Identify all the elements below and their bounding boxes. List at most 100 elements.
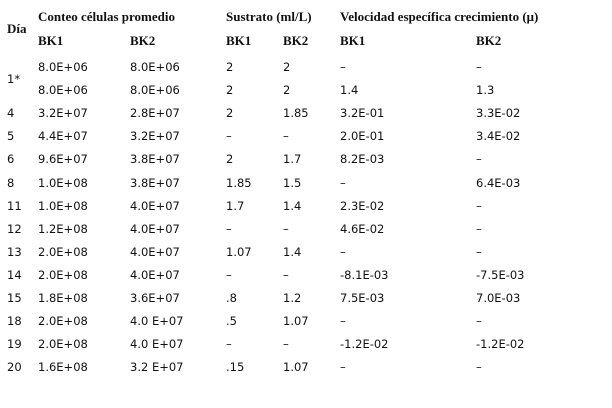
- cell: 2.0E-01: [340, 129, 385, 144]
- day-cell: 12: [7, 221, 22, 236]
- cell: -1.2E-02: [340, 337, 389, 352]
- cell: 1.4: [283, 198, 302, 213]
- cell: 2: [226, 83, 234, 98]
- cell: 3.8E+07: [130, 152, 180, 167]
- cell: –: [283, 129, 289, 144]
- cell: 1.6E+08: [38, 360, 88, 375]
- cell: 3.2 E+07: [130, 360, 184, 375]
- cell: 4.0 E+07: [130, 337, 184, 352]
- cell: 2.0E+08: [38, 244, 88, 259]
- cell: 1.2E+08: [38, 221, 88, 236]
- sub-header: BK1: [226, 33, 252, 48]
- cell: 6.4E-03: [476, 175, 521, 190]
- cell: 2: [226, 60, 234, 74]
- day-cell: 13: [7, 244, 22, 259]
- cell: 7.5E-03: [340, 291, 385, 305]
- day-cell: 20: [7, 360, 22, 375]
- cell: –: [340, 175, 346, 190]
- day-cell: 15: [7, 291, 22, 305]
- day-cell: 4: [7, 106, 15, 121]
- day-cell: 11: [7, 198, 22, 213]
- cell: –: [226, 221, 232, 236]
- cell: 1.07: [226, 244, 252, 259]
- cell: 2.8E+07: [130, 106, 180, 121]
- cell: 1.07: [283, 314, 309, 329]
- cell: .5: [226, 314, 237, 329]
- cell: –: [476, 152, 482, 167]
- cell: 1.0E+08: [38, 175, 88, 190]
- cell: 4.6E-02: [340, 221, 385, 236]
- cell: 4.0 E+07: [130, 314, 184, 329]
- group-header: Conteo células promedio: [38, 9, 175, 24]
- cell: 4.0E+07: [130, 221, 180, 236]
- day-cell: 5: [7, 129, 15, 144]
- cell: –: [226, 129, 232, 144]
- cell: 8.0E+06: [130, 60, 180, 74]
- cell: 3.8E+07: [130, 175, 180, 190]
- cell: 3.2E-01: [340, 106, 385, 121]
- cell: 1.85: [226, 175, 252, 190]
- day-cell: 6: [7, 152, 15, 167]
- cell: –: [476, 60, 482, 74]
- sub-header: BK1: [340, 33, 366, 48]
- cell: -1.2E-02: [476, 337, 525, 352]
- sub-header: BK1: [38, 33, 64, 48]
- day-cell: 14: [7, 267, 22, 282]
- group-header: Velocidad específica crecimiento (μ): [340, 9, 539, 24]
- cell: –: [283, 221, 289, 236]
- cell: .8: [226, 291, 237, 305]
- cell: 8.0E+06: [38, 60, 88, 74]
- cell: 7.0E-03: [476, 291, 521, 305]
- day-cell: 19: [7, 337, 22, 352]
- cell: 2.3E-02: [340, 198, 385, 213]
- cell: -7.5E-03: [476, 267, 525, 282]
- cell: 2: [226, 152, 234, 167]
- cell: 1.4: [283, 244, 302, 259]
- day-header: Día: [7, 21, 27, 36]
- cell: 1.0E+08: [38, 198, 88, 213]
- cell: 2: [283, 83, 291, 98]
- cell: 2.0E+08: [38, 267, 88, 282]
- day-cell: 18: [7, 314, 22, 329]
- cell: –: [340, 60, 346, 74]
- cell: –: [476, 198, 482, 213]
- cell: 2: [226, 106, 234, 121]
- cell: -8.1E-03: [340, 267, 389, 282]
- day-cell: 1*: [7, 71, 21, 86]
- sub-header: BK2: [283, 33, 309, 48]
- cell: –: [283, 267, 289, 282]
- cell: 1.4: [340, 83, 359, 98]
- cell: 2.0E+08: [38, 337, 88, 352]
- cell: 8.2E-03: [340, 152, 385, 167]
- cell: 1.3: [476, 83, 495, 98]
- cell: –: [340, 314, 346, 329]
- cell: 1.07: [283, 360, 309, 375]
- cell: 1.85: [283, 106, 309, 121]
- cell: –: [476, 314, 482, 329]
- cell: 1.2: [283, 291, 302, 305]
- cell: 4.0E+07: [130, 198, 180, 213]
- cell: 4.4E+07: [38, 129, 88, 144]
- cell: 1.5: [283, 175, 302, 190]
- cell: 4.0E+07: [130, 267, 180, 282]
- cell: 3.6E+07: [130, 291, 180, 305]
- sub-header: BK2: [476, 33, 502, 48]
- cell: –: [340, 360, 346, 375]
- cell: 1.8E+08: [38, 291, 88, 305]
- cell: –: [226, 337, 232, 352]
- cell: –: [476, 221, 482, 236]
- cell: –: [226, 267, 232, 282]
- cell: 1.7: [283, 152, 302, 167]
- cell: 9.6E+07: [38, 152, 88, 167]
- sub-header: BK2: [130, 33, 156, 48]
- cell: 3.4E-02: [476, 129, 521, 144]
- cell: –: [340, 244, 346, 259]
- cell: 3.3E-02: [476, 106, 521, 121]
- day-cell: 8: [7, 175, 15, 190]
- cell: .15: [226, 360, 245, 375]
- cell: –: [476, 244, 482, 259]
- group-header: Sustrato (ml/L): [226, 9, 312, 24]
- cell: –: [283, 337, 289, 352]
- cell: 1.7: [226, 198, 245, 213]
- cell: 8.0E+06: [130, 83, 180, 98]
